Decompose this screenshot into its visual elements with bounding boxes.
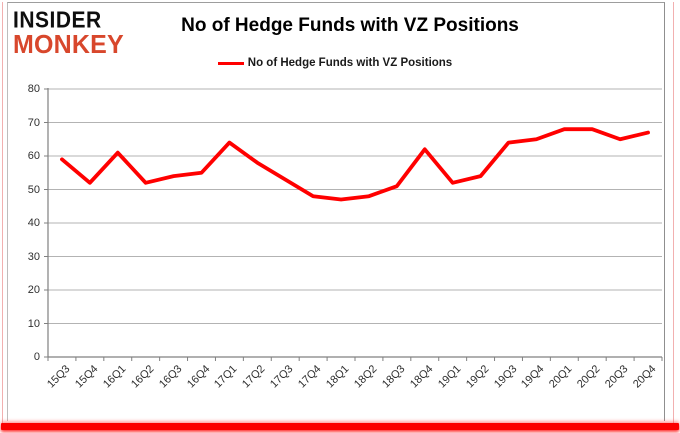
insider-monkey-logo: INSIDER MONKEY (13, 7, 124, 60)
legend-line-icon (217, 61, 244, 65)
legend-label: No of Hedge Funds with VZ Positions (247, 57, 453, 69)
right-border (673, 2, 674, 423)
left-border (2, 2, 3, 423)
y-axis-label: 50 (27, 183, 40, 196)
y-axis-label: 20 (27, 284, 40, 296)
logo-monkey-text: MONKEY (13, 29, 124, 60)
logo-insider-text: INSIDER (13, 7, 102, 33)
y-axis-label: 30 (27, 250, 40, 263)
legend: No of Hedge Funds with VZ Positions (0, 57, 670, 69)
y-axis-label: 80 (27, 83, 40, 95)
y-axis-label: 0 (33, 351, 40, 363)
bottom-red-bar (1, 423, 679, 430)
y-axis-label: 60 (27, 150, 40, 162)
chart-frame-border (7, 2, 665, 421)
series-line-no-of-hedge-funds-with-vz-positions (60, 127, 650, 202)
y-axis-label: 10 (27, 317, 40, 330)
chart-title: No of Hedge Funds with VZ Positions (181, 15, 519, 36)
y-axis-label: 70 (27, 116, 40, 129)
y-axis-label: 40 (27, 217, 40, 229)
